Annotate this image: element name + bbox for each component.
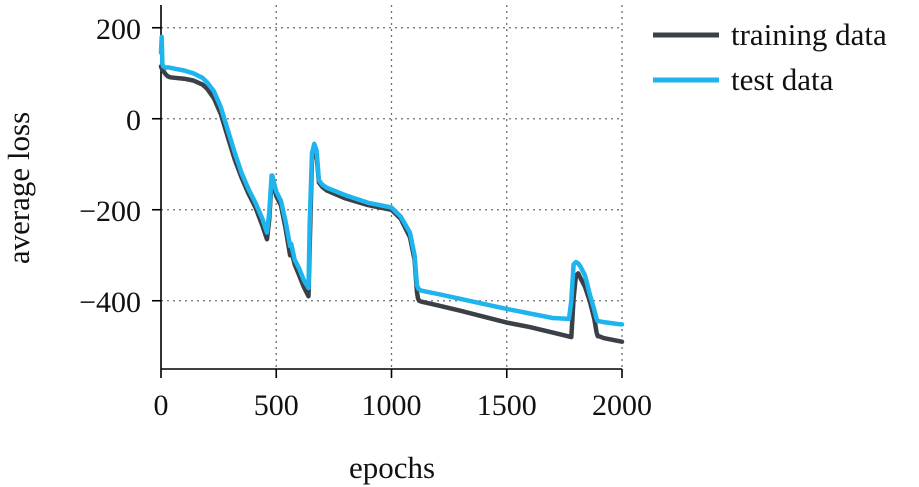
y-tick-label: −200 — [79, 195, 141, 228]
y-tick-label: 0 — [126, 104, 141, 137]
x-tick-label: 1500 — [477, 389, 537, 422]
legend-label-training-data: training data — [731, 17, 887, 52]
x-tick-label: 0 — [154, 389, 169, 422]
series-layer — [158, 34, 625, 344]
x-axis-label: epochs — [349, 450, 435, 485]
legend-label-test-data: test data — [731, 62, 834, 97]
x-tick-label: 1000 — [362, 389, 422, 422]
y-tick-label: 200 — [96, 13, 141, 46]
series-line-test-data — [158, 34, 625, 327]
y-axis-label: average loss — [1, 112, 36, 264]
x-tick-label: 2000 — [592, 389, 652, 422]
legend: training data test data — [653, 17, 887, 97]
y-tick-label: −400 — [79, 286, 141, 319]
grid-layer — [161, 5, 623, 369]
x-tick-label: 500 — [254, 389, 299, 422]
